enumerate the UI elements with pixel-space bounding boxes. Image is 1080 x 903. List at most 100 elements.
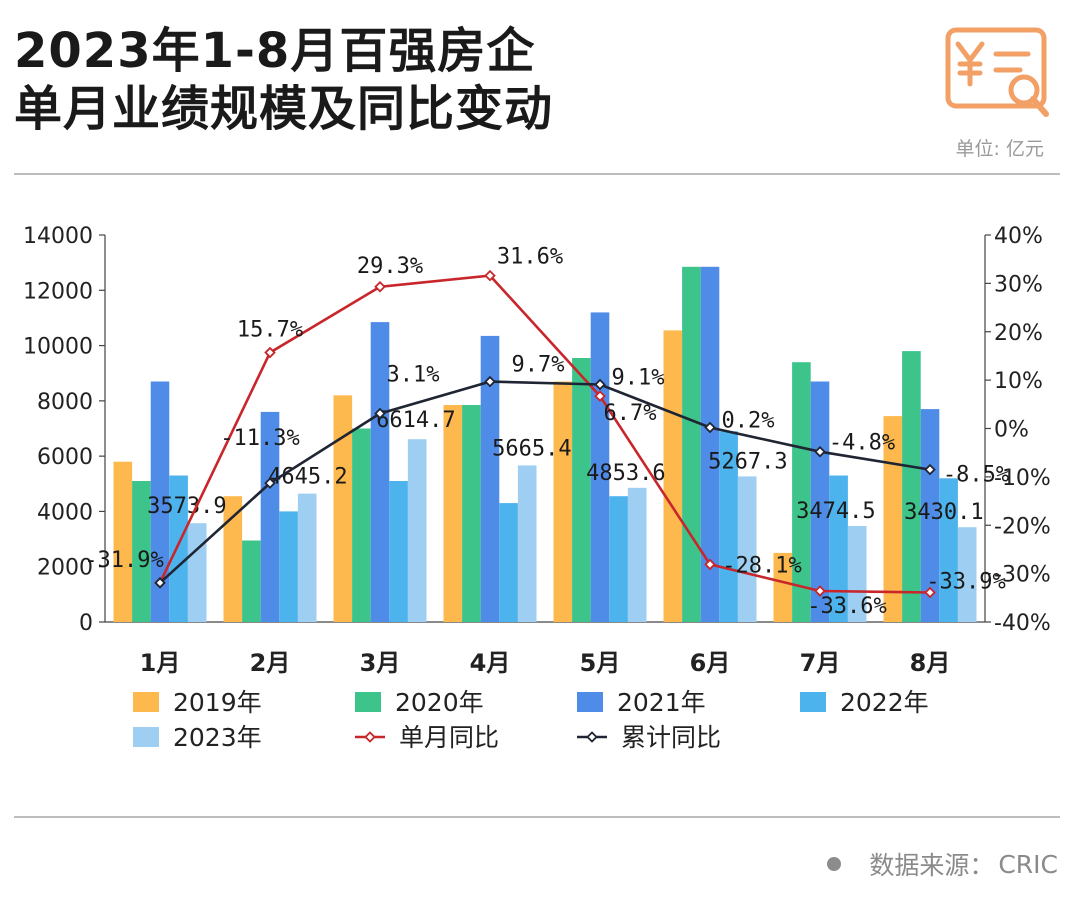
line-累计同比 — [159, 380, 931, 584]
x-tick-label: 6月 — [690, 649, 731, 677]
bar-2020年-4月 — [462, 405, 481, 622]
page-title: 2023年1-8月百强房企 单月业绩规模及同比变动 — [14, 22, 553, 138]
source-note: 数据来源： CRIC — [827, 846, 1058, 882]
left-tick-label: 0 — [79, 611, 93, 636]
line-marker — [704, 558, 716, 571]
bar-2020年-5月 — [572, 358, 591, 622]
bar-value-label: 6614.7 — [376, 408, 455, 433]
bar-2020年-2月 — [242, 540, 261, 622]
x-tick-label: 3月 — [360, 649, 401, 677]
left-tick-label: 14000 — [23, 224, 93, 249]
bar-2023年-1月 — [187, 523, 207, 622]
invoice-search-icon — [945, 27, 1049, 117]
legend-swatch — [133, 692, 159, 712]
bar-value-label: 5665.4 — [492, 436, 571, 461]
bar-value-label: 5267.3 — [708, 449, 787, 474]
title-line-2: 单月业绩规模及同比变动 — [14, 81, 554, 137]
header-divider — [14, 173, 1060, 175]
line-marker — [594, 390, 606, 402]
line-marker — [814, 585, 826, 597]
x-tick-label: 2月 — [250, 649, 291, 677]
bar-2021年-7月 — [810, 381, 830, 622]
bar-2021年-8月 — [920, 409, 940, 622]
bar-2023年-6月 — [737, 476, 757, 622]
right-tick-label: 40% — [994, 224, 1043, 249]
left-tick-label: 10000 — [23, 335, 93, 360]
line-value-label: 0.2% — [722, 409, 775, 434]
right-tick-label: 10% — [994, 369, 1043, 394]
legend-label: 2023年 — [173, 723, 262, 752]
line-value-label: 31.6% — [497, 245, 563, 270]
bar-2021年-4月 — [480, 335, 500, 622]
bar-2023年-7月 — [847, 526, 867, 622]
right-tick-label: -10% — [994, 466, 1051, 491]
line-marker — [704, 421, 716, 434]
bar-2021年-2月 — [260, 411, 280, 622]
bar-value-label: 3474.5 — [796, 499, 875, 524]
bar-2019年-1月 — [113, 461, 133, 622]
title-line-1: 2023年1-8月百强房企 — [14, 23, 536, 79]
bar-2022年-3月 — [389, 481, 408, 622]
right-tick-label: -20% — [994, 514, 1051, 539]
sales-chart: 0 2000 4000 6000 8000 10000 12000 14000 -40% -30%… — [23, 224, 1051, 752]
bar-2023年-2月 — [297, 493, 317, 622]
bar-2020年-1月 — [132, 481, 151, 622]
bullet-icon — [827, 857, 842, 871]
line-value-label: -4.8% — [829, 431, 895, 456]
bar-2021年-3月 — [370, 322, 390, 622]
bar-2020年-8月 — [902, 351, 921, 622]
left-tick-label: 4000 — [37, 500, 93, 525]
x-tick-label: 4月 — [470, 649, 511, 677]
line-marker — [484, 375, 496, 388]
bar-2019年-7月 — [773, 552, 793, 622]
source-name: CRIC — [998, 849, 1058, 879]
unit-label: 单位: 亿元 — [955, 138, 1044, 160]
line-marker — [264, 477, 276, 489]
line-value-label: -11.3% — [220, 426, 299, 451]
legend-swatch — [133, 727, 159, 747]
source-label: 数据来源： — [869, 851, 995, 880]
bar-2019年-4月 — [443, 405, 463, 622]
bar-2023年-3月 — [407, 439, 427, 622]
line-value-label: -8.5% — [943, 463, 1009, 488]
line-value-label: -28.1% — [722, 553, 801, 578]
x-tick-label: 1月 — [140, 649, 181, 677]
bar-2021年-1月 — [150, 381, 170, 622]
line-marker — [814, 445, 826, 458]
x-tick-label: 5月 — [580, 649, 621, 677]
bar-2022年-7月 — [829, 475, 848, 622]
line-marker — [924, 586, 936, 599]
right-tick-label: 30% — [994, 272, 1043, 297]
legend-marker — [364, 731, 376, 743]
line-value-label: 6.7% — [604, 401, 657, 426]
line-marker — [924, 463, 936, 476]
line-marker — [594, 378, 606, 391]
bar-2023年-8月 — [957, 527, 977, 622]
legend-label: 累计同比 — [621, 723, 721, 752]
legend-swatch — [577, 692, 603, 712]
legend-swatch — [355, 692, 381, 712]
legend-label: 2021年 — [617, 688, 706, 717]
line-value-label: 9.1% — [612, 365, 665, 390]
legend-label: 2020年 — [395, 688, 484, 717]
bar-value-label: 3573.9 — [147, 494, 226, 519]
bar-2019年-3月 — [333, 395, 353, 622]
footer-divider — [14, 816, 1060, 818]
line-单月同比 — [158, 274, 931, 594]
legend-swatch — [800, 692, 826, 712]
line-value-label: -33.6% — [807, 594, 886, 619]
bar-2022年-5月 — [609, 496, 628, 622]
line-value-label: -33.9% — [926, 569, 1005, 594]
left-tick-label: 12000 — [23, 279, 93, 304]
right-tick-label: -40% — [994, 611, 1051, 636]
bar-2023年-5月 — [627, 487, 647, 622]
left-tick-label: 6000 — [37, 445, 93, 470]
right-tick-label: 20% — [994, 321, 1043, 346]
legend-label: 单月同比 — [399, 723, 499, 752]
bar-value-label: 4853.6 — [586, 461, 665, 486]
left-tick-label: 2000 — [37, 556, 93, 581]
x-tick-label: 7月 — [800, 649, 841, 677]
right-tick-label: -30% — [994, 563, 1051, 588]
line-marker — [484, 269, 496, 282]
line-value-label: 3.1% — [387, 363, 440, 388]
